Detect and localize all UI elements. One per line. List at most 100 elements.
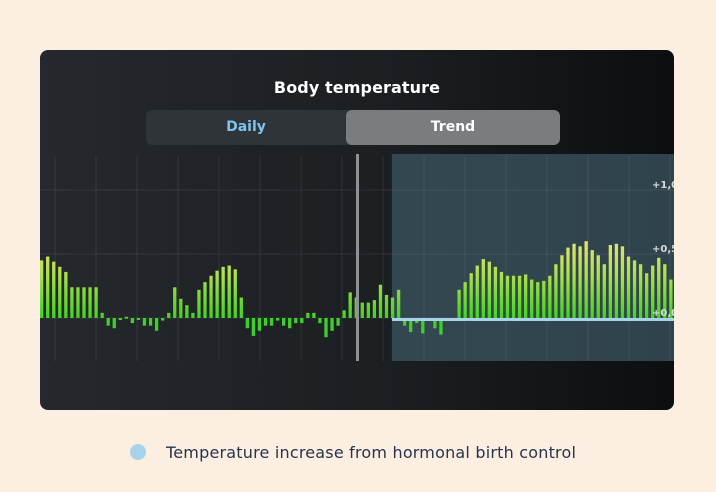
temperature-bar [657, 257, 661, 318]
temperature-bar [76, 287, 80, 318]
temperature-bar [536, 282, 540, 318]
temperature-bar [161, 318, 165, 321]
y-tick-label: +0,5 [652, 244, 674, 255]
temperature-bar [306, 312, 310, 318]
view-toggle: Daily Trend [146, 110, 560, 145]
temperature-bar [493, 266, 498, 318]
temperature-bar [330, 318, 334, 331]
temperature-bar [384, 294, 389, 318]
temperature-bar [348, 292, 352, 318]
temperature-bar [548, 275, 552, 318]
temperature-bar [596, 255, 600, 318]
temperature-bar [475, 265, 479, 318]
temperature-bar [185, 305, 189, 318]
temperature-bar [614, 243, 619, 318]
temperature-bar [142, 318, 147, 326]
temperature-bar [663, 264, 667, 318]
temperature-bar [167, 312, 171, 318]
temperature-bar [403, 318, 407, 326]
temperature-bar [651, 265, 655, 318]
temperature-bar [584, 241, 588, 318]
temperature-bar [360, 302, 364, 318]
temperature-bar [372, 300, 377, 318]
temperature-bar [227, 265, 231, 318]
temperature-bar [638, 264, 643, 318]
y-tick-label: +0,0 [652, 308, 674, 319]
temperature-bar [197, 289, 201, 318]
temperature-bar [542, 280, 546, 318]
temperature-bar [626, 256, 631, 318]
legend: Temperature increase from hormonal birth… [130, 440, 576, 464]
temperature-bar [100, 312, 104, 318]
temperature-bar [439, 318, 443, 335]
temperature-bar [366, 302, 370, 318]
temperature-bar [130, 318, 135, 324]
chart-title: Body temperature [273, 78, 441, 97]
current-day-marker[interactable] [356, 154, 359, 361]
temperature-bar [136, 318, 141, 320]
temperature-bar [245, 318, 249, 329]
temperature-bar [457, 289, 461, 318]
temperature-bar [421, 318, 425, 334]
y-tick-label: +1,0 [652, 180, 674, 191]
temperature-bar [64, 271, 68, 318]
temperature-bar [554, 264, 558, 318]
temperature-bar [669, 279, 673, 318]
temperature-bar [124, 316, 128, 319]
temperature-bar [645, 273, 649, 318]
temperature-bar [269, 318, 274, 326]
temperature-bar [433, 318, 437, 329]
temperature-bar [288, 318, 292, 329]
temperature-bar [221, 266, 225, 318]
temperature-bar [203, 282, 207, 318]
temperature-bar [481, 259, 485, 318]
temperature-bar [179, 298, 183, 318]
temperature-bar [487, 261, 491, 318]
temperature-bar [94, 287, 98, 318]
temperature-bar-chart: +1,0 +0,5 +0,0 [40, 154, 674, 361]
temperature-bar [88, 287, 92, 318]
temperature-bar [118, 318, 122, 320]
temperature-bar [58, 266, 62, 318]
temperature-bar [215, 270, 219, 318]
temperature-bar [294, 318, 298, 324]
temperature-bar [173, 287, 177, 318]
temperature-bar [590, 250, 594, 318]
temperature-bar [239, 297, 243, 318]
temperature-bar [511, 275, 516, 318]
y-axis-ticks: +1,0 +0,5 +0,0 [652, 180, 674, 319]
temperature-bar [52, 261, 56, 318]
temperature-bar [336, 318, 340, 326]
temperature-bar [390, 297, 395, 318]
temperature-bar [40, 260, 44, 318]
temperature-bar [602, 264, 606, 318]
temperature-bar [300, 318, 304, 324]
temperature-bar [620, 246, 625, 318]
temperature-bar [566, 247, 570, 318]
temperature-bar [148, 318, 153, 326]
hormonal-increase-region [391, 154, 674, 361]
temperature-bar [46, 256, 50, 318]
temperature-bar [70, 287, 74, 318]
temperature-bar [463, 282, 467, 318]
tab-daily[interactable]: Daily [226, 119, 266, 135]
temperature-bar [275, 318, 280, 321]
temperature-bar [578, 246, 582, 318]
body-temperature-card: Body temperature Daily Trend +1,0 +0,5 +0,… [40, 50, 674, 410]
temperature-bar [318, 318, 322, 324]
temperature-bar [263, 318, 268, 326]
temperature-bar [560, 255, 564, 318]
temperature-bar [106, 318, 110, 326]
temperature-bar [632, 260, 637, 318]
temperature-bar [312, 312, 316, 318]
temperature-bar [517, 275, 522, 318]
temperature-bar [499, 271, 504, 318]
temperature-bar [154, 318, 159, 331]
temperature-bar [191, 312, 195, 318]
temperature-bar [209, 275, 213, 318]
temperature-bar [112, 318, 116, 329]
temperature-bar [342, 310, 346, 318]
temperature-bar [324, 318, 328, 338]
temperature-bar [469, 273, 473, 318]
tab-trend[interactable]: Trend [346, 110, 560, 145]
